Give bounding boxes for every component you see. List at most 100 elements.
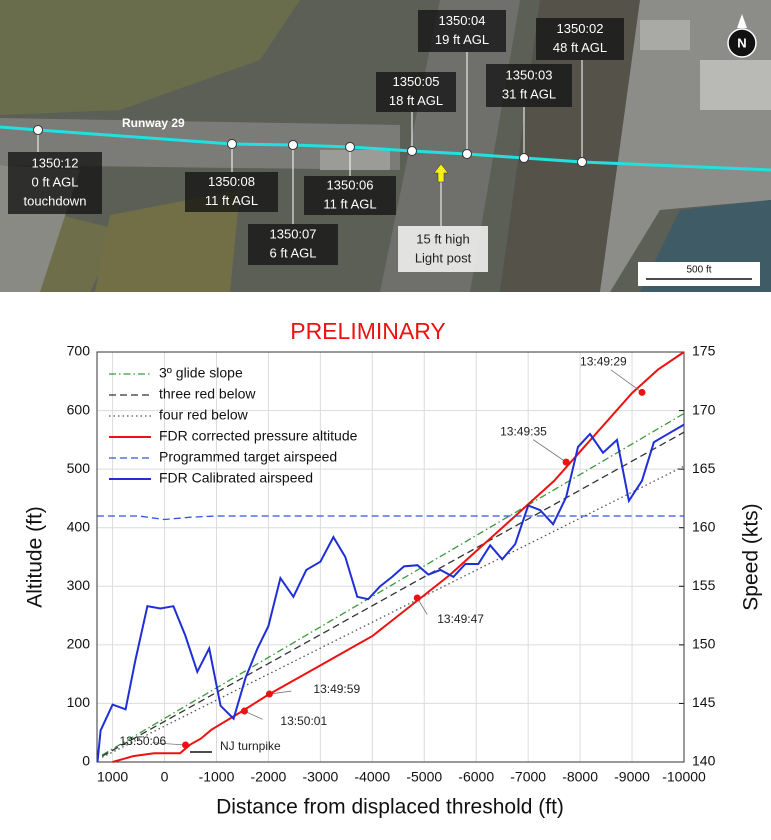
series-line [101, 465, 685, 758]
callout-text: 1350:06 [327, 177, 374, 192]
callout-text: 48 ft AGL [553, 40, 607, 55]
building [700, 60, 771, 110]
position-dot [577, 157, 587, 167]
position-dot [288, 140, 298, 150]
building [640, 20, 690, 50]
callout-text: 1350:03 [506, 67, 553, 82]
marker-leader [610, 369, 643, 393]
x-tick-label: -2000 [251, 769, 287, 785]
x-tick-label: -8000 [562, 769, 598, 785]
series-line [96, 423, 685, 763]
series-line [112, 351, 685, 763]
y2-tick-label: 175 [692, 343, 716, 359]
callout-text: 11 ft AGL [323, 196, 376, 211]
position-dot [407, 146, 417, 156]
x-tick-label: -1000 [199, 769, 235, 785]
legend-label: FDR Calibrated airspeed [159, 470, 313, 486]
annotation: NJ turnpike [220, 739, 281, 753]
time-marker-label: 13:49:35 [500, 424, 547, 438]
position-dot [462, 149, 472, 159]
light-post-box [398, 226, 488, 272]
grass [0, 0, 300, 115]
callout-text: 1350:02 [557, 21, 604, 36]
x-tick-label: -7000 [510, 769, 546, 785]
callout-text: 18 ft AGL [389, 93, 443, 108]
x-tick-label: -3000 [302, 769, 338, 785]
time-marker [413, 594, 421, 602]
y2-tick-label: 160 [692, 518, 716, 534]
legend-label: FDR corrected pressure altitude [159, 428, 358, 444]
y-tick-label: 0 [82, 753, 90, 769]
scale-box [638, 262, 760, 286]
legend-label: three red below [159, 386, 256, 402]
callout-box [486, 64, 572, 107]
time-marker-label: 13:49:47 [437, 612, 484, 626]
position-dot [345, 142, 355, 152]
series-line [97, 515, 684, 521]
time-marker-label: 13:50:01 [280, 714, 327, 728]
callout-text: 19 ft AGL [435, 32, 489, 47]
marker-leader [269, 690, 292, 695]
x-tick-label: 1000 [97, 769, 128, 785]
legend-label: 3º glide slope [159, 365, 243, 381]
time-marker-label: 13:49:59 [313, 682, 360, 696]
light-post-text: Light post [415, 250, 472, 265]
marker-leader [532, 439, 567, 463]
y-tick-label: 400 [67, 518, 91, 534]
callout-text: touchdown [24, 193, 87, 208]
runway-centerline [0, 125, 771, 172]
position-dot [519, 153, 529, 163]
legend-label: Programmed target airspeed [159, 449, 337, 465]
runway-label: Runway 29 [122, 116, 185, 130]
north-label: N [737, 35, 746, 50]
chart: PRELIMINARY Distance from displaced thre… [24, 318, 763, 818]
time-marker-label: 13:49:29 [580, 355, 627, 369]
north-badge [727, 28, 757, 58]
grass [95, 190, 240, 292]
aerial-photo: Runway 29 1350:12 0 ft AGL touchdown 1350:08… [0, 0, 771, 292]
chart-title: PRELIMINARY [290, 318, 446, 344]
callout-text: 31 ft AGL [502, 86, 556, 101]
y2-tick-label: 140 [692, 753, 716, 769]
y2-axis-label: Speed (kts) [740, 503, 763, 610]
callout-box [185, 172, 278, 212]
time-marker-label: 13:50:06 [120, 734, 167, 748]
series-line [101, 431, 685, 757]
y-tick-label: 500 [67, 460, 91, 476]
building [320, 150, 390, 170]
y-tick-label: 600 [67, 401, 91, 417]
y2-tick-label: 145 [692, 694, 716, 710]
light-post-arrow [433, 163, 449, 183]
y-tick-label: 700 [67, 343, 91, 359]
x-tick-label: 0 [161, 769, 169, 785]
y-tick-label: 300 [67, 577, 91, 593]
y-axis-label: Altitude (ft) [24, 506, 47, 608]
x-tick-label: -5000 [406, 769, 442, 785]
callout-text: 1350:05 [393, 74, 440, 89]
callout-text: 6 ft AGL [270, 245, 317, 260]
time-marker [638, 388, 646, 396]
north-arrow [737, 14, 747, 28]
light-post-text: 15 ft high [416, 231, 470, 246]
time-marker [240, 707, 248, 715]
position-dot [227, 139, 237, 149]
highway [380, 0, 520, 292]
time-marker [265, 690, 273, 698]
callout-box [418, 10, 506, 52]
x-tick-label: -6000 [458, 769, 494, 785]
callout-text: 0 ft AGL [32, 174, 79, 189]
callout-box [248, 224, 338, 265]
legend-label: four red below [159, 407, 249, 423]
y2-tick-label: 155 [692, 577, 716, 593]
callout-text: 1350:04 [439, 13, 486, 28]
plot-frame [96, 351, 685, 763]
callout-box [304, 176, 396, 215]
x-tick-label: -10000 [662, 769, 706, 785]
y2-tick-label: 150 [692, 636, 716, 652]
x-tick-label: -9000 [614, 769, 650, 785]
callout-box [536, 18, 624, 60]
callout-box [8, 152, 102, 214]
callout-text: 1350:07 [270, 226, 317, 241]
callout-box [376, 72, 456, 112]
